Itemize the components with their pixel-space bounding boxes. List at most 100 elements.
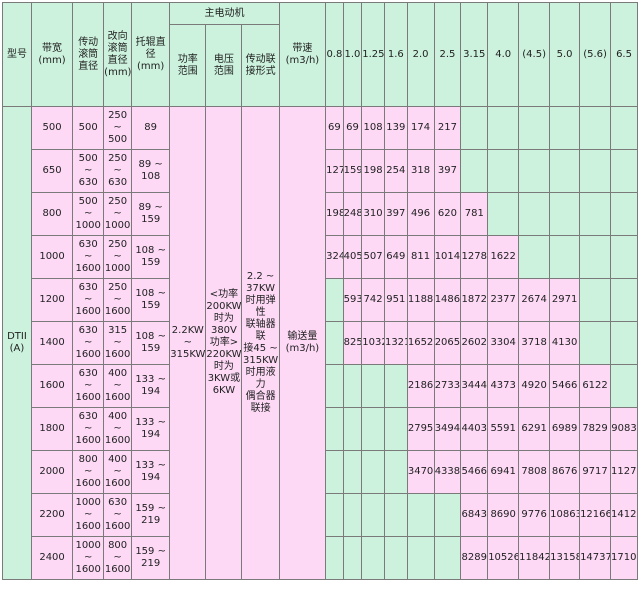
capacity-cell: 69 bbox=[342, 106, 363, 150]
capacity-cell: 2674 bbox=[518, 278, 551, 322]
capacity-cell: 4920 bbox=[518, 364, 551, 408]
idler-cell: 89 bbox=[131, 106, 171, 150]
capacity-cell bbox=[579, 106, 612, 150]
capacity-cell: 8690 bbox=[487, 493, 520, 537]
capacity-cell bbox=[325, 493, 344, 537]
belt-width-cell: 1800 bbox=[30, 407, 74, 451]
header-power-range: 功率 范围 bbox=[169, 24, 207, 107]
capacity-cell: 397 bbox=[383, 192, 408, 236]
capacity-cell: 397 bbox=[433, 149, 462, 193]
belt-width-cell: 1200 bbox=[30, 278, 74, 322]
belt-width-cell: 2000 bbox=[30, 450, 74, 494]
belt-width-cell: 1600 bbox=[30, 364, 74, 408]
capacity-cell bbox=[406, 536, 435, 580]
capacity-cell: 4130 bbox=[549, 321, 581, 365]
capacity-cell bbox=[549, 235, 581, 279]
capacity-cell bbox=[342, 364, 363, 408]
capacity-cell: 5466 bbox=[549, 364, 581, 408]
capacity-cell: 405 bbox=[342, 235, 363, 279]
bend-pulley-cell: 630 ~ 1600 bbox=[103, 493, 133, 537]
capacity-cell: 2065 bbox=[433, 321, 462, 365]
capacity-cell bbox=[487, 149, 520, 193]
capacity-cell: 825 bbox=[342, 321, 363, 365]
drive-pulley-cell: 630 ~ 1600 bbox=[72, 407, 105, 451]
drive-pulley-cell: 630 ~ 1600 bbox=[72, 364, 105, 408]
capacity-cell: 1872 bbox=[460, 278, 489, 322]
capacity-cell bbox=[579, 149, 612, 193]
capacity-cell: 1278 bbox=[460, 235, 489, 279]
capacity-cell bbox=[610, 235, 638, 279]
capacity-cell: 5466 bbox=[460, 450, 489, 494]
capacity-cell: 3718 bbox=[518, 321, 551, 365]
capacity-cell bbox=[325, 364, 344, 408]
capacity-cell bbox=[406, 493, 435, 537]
capacity-cell: 174 bbox=[406, 106, 435, 150]
capacity-cell: 1188 bbox=[406, 278, 435, 322]
capacity-cell: 593 bbox=[342, 278, 363, 322]
table-row: 1600 630 ~ 1600 400 ~ 1600 133 ~ 194 2186 273… bbox=[3, 364, 638, 408]
capacity-cell: 2795 bbox=[406, 407, 435, 451]
capacity-cell bbox=[325, 536, 344, 580]
capacity-cell: 248 bbox=[342, 192, 363, 236]
drive-pulley-cell: 1000 ~ 1600 bbox=[72, 536, 105, 580]
idler-cell: 89 ~ 108 bbox=[131, 149, 171, 193]
idler-cell: 108 ~ 159 bbox=[131, 321, 171, 365]
capacity-cell: 8676 bbox=[549, 450, 581, 494]
capacity-cell: 7829 bbox=[579, 407, 612, 451]
drive-pulley-cell: 1000 ~ 1600 bbox=[72, 493, 105, 537]
capacity-cell: 6843 bbox=[460, 493, 489, 537]
capacity-cell: 127 bbox=[325, 149, 344, 193]
capacity-cell: 620 bbox=[433, 192, 462, 236]
bend-pulley-cell: 800 ~ 1600 bbox=[103, 536, 133, 580]
capacity-cell bbox=[325, 321, 344, 365]
capacity-cell bbox=[579, 321, 612, 365]
capacity-cell bbox=[610, 149, 638, 193]
idler-cell: 133 ~ 194 bbox=[131, 364, 171, 408]
capacity-cell: 1032 bbox=[361, 321, 385, 365]
capacity-cell bbox=[460, 106, 489, 150]
capacity-cell bbox=[518, 149, 551, 193]
capacity-cell bbox=[342, 493, 363, 537]
capacity-cell bbox=[579, 278, 612, 322]
capacity-cell bbox=[518, 235, 551, 279]
speed-header: (5.6) bbox=[579, 2, 612, 107]
bend-pulley-cell: 400 ~ 1600 bbox=[103, 450, 133, 494]
capacity-cell bbox=[610, 106, 638, 150]
header-main-motor: 主电动机 bbox=[169, 2, 280, 25]
capacity-cell: 217 bbox=[433, 106, 462, 150]
drive-pulley-cell: 500 ~ 1000 bbox=[72, 192, 105, 236]
capacity-cell: 1486 bbox=[433, 278, 462, 322]
belt-width-cell: 1000 bbox=[30, 235, 74, 279]
speed-header: 1.6 bbox=[383, 2, 408, 107]
header-bend-pulley-diameter: 改向 滚筒 直径 (mm) bbox=[103, 2, 133, 107]
drive-pulley-cell: 500 bbox=[72, 106, 105, 150]
capacity-cell bbox=[518, 106, 551, 150]
capacity-cell: 2602 bbox=[460, 321, 489, 365]
belt-width-cell: 1400 bbox=[30, 321, 74, 365]
capacity-cell: 10526 bbox=[487, 536, 520, 580]
capacity-cell: 9776 bbox=[518, 493, 551, 537]
bend-pulley-cell: 250 ~ 630 bbox=[103, 149, 133, 193]
idler-cell: 159 ~ 219 bbox=[131, 536, 171, 580]
capacity-cell bbox=[610, 192, 638, 236]
speed-header: 2.5 bbox=[433, 2, 462, 107]
capacity-cell: 13158 bbox=[549, 536, 581, 580]
capacity-cell bbox=[361, 407, 385, 451]
header-belt-speed: 带速 (m3/h) bbox=[278, 2, 327, 107]
belt-width-cell: 2200 bbox=[30, 493, 74, 537]
drive-pulley-cell: 800 ~ 1600 bbox=[72, 450, 105, 494]
bend-pulley-cell: 400 ~ 1600 bbox=[103, 407, 133, 451]
capacity-cell bbox=[460, 149, 489, 193]
capacity-cell: 2377 bbox=[487, 278, 520, 322]
capacity-cell bbox=[549, 106, 581, 150]
capacity-cell bbox=[342, 407, 363, 451]
capacity-cell bbox=[487, 106, 520, 150]
speed-header: 5.0 bbox=[549, 2, 581, 107]
capacity-cell bbox=[361, 536, 385, 580]
table-row: DTII (A) 500 500 250 ~ 500 89 2.2KW ~ 315KW <功… bbox=[2, 106, 638, 580]
capacity-cell: 649 bbox=[383, 235, 408, 279]
